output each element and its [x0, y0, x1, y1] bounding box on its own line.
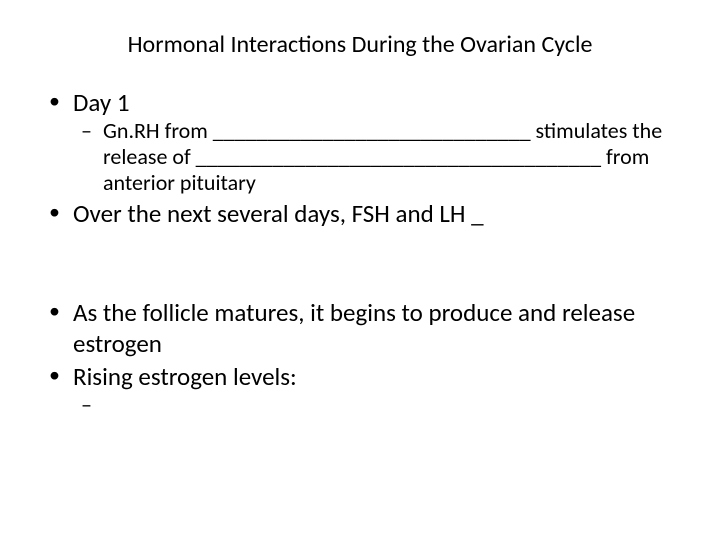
bullet-list-level1: Day 1 Gn.RH from _______________________… — [35, 87, 685, 229]
bullet-fsh-lh: Over the next several days, FSH and LH _ — [35, 198, 685, 229]
bullet-follicle-text: As the follicle matures, it begins to pr… — [73, 297, 635, 359]
bullet-list-level2-day1: Gn.RH from _____________________________… — [73, 118, 685, 196]
bullet-estrogen: Rising estrogen levels: — [35, 361, 685, 392]
bullet-list-level1-cont: As the follicle matures, it begins to pr… — [35, 297, 685, 392]
bullet-day1-text: Day 1 — [73, 87, 130, 118]
bullet-estrogen-text: Rising estrogen levels: — [73, 361, 297, 392]
bullet-gnrh-text: Gn.RH from _____________________________… — [103, 117, 662, 196]
bullet-fsh-lh-text: Over the next several days, FSH and LH _ — [73, 198, 484, 229]
spacer — [35, 231, 685, 297]
slide-title: Hormonal Interactions During the Ovarian… — [35, 30, 685, 59]
bullet-follicle: As the follicle matures, it begins to pr… — [35, 297, 685, 359]
bullet-gnrh: Gn.RH from _____________________________… — [73, 118, 685, 196]
bullet-day1: Day 1 Gn.RH from _______________________… — [35, 87, 685, 196]
